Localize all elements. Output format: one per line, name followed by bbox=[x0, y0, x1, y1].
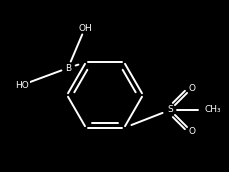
Text: OH: OH bbox=[78, 24, 91, 33]
Text: O: O bbox=[188, 127, 195, 137]
Text: CH₃: CH₃ bbox=[204, 105, 221, 115]
Text: S: S bbox=[166, 105, 172, 115]
Text: B: B bbox=[65, 63, 71, 73]
Text: O: O bbox=[188, 83, 195, 93]
Text: HO: HO bbox=[15, 80, 29, 89]
